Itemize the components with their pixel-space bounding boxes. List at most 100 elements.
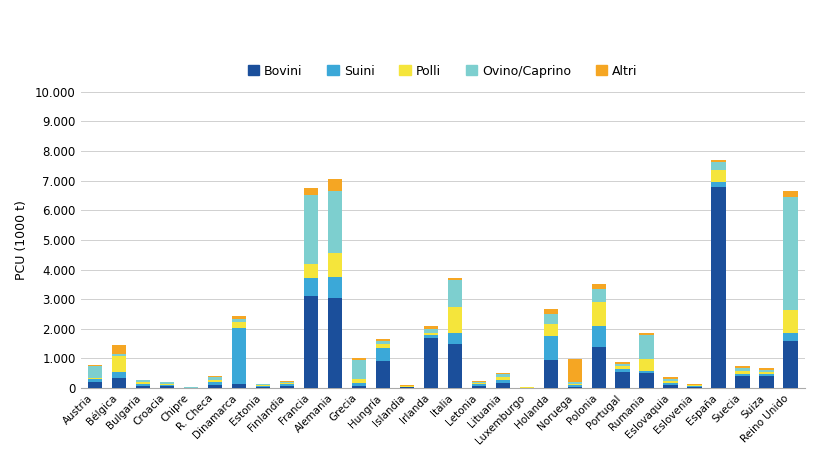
Bar: [735, 376, 749, 388]
Bar: [207, 384, 222, 388]
Bar: [111, 378, 126, 388]
Bar: [782, 333, 797, 341]
Bar: [686, 384, 701, 385]
Bar: [328, 298, 342, 388]
Bar: [328, 253, 342, 277]
Bar: [447, 307, 461, 333]
Bar: [447, 333, 461, 343]
Bar: [303, 195, 318, 264]
Bar: [758, 370, 773, 372]
Bar: [111, 372, 126, 378]
Bar: [136, 382, 150, 384]
Bar: [136, 384, 150, 386]
Bar: [351, 359, 365, 360]
Bar: [232, 384, 246, 388]
Bar: [495, 380, 509, 383]
Bar: [279, 382, 294, 384]
Bar: [303, 188, 318, 195]
Bar: [495, 373, 509, 374]
Bar: [543, 336, 557, 360]
Bar: [207, 376, 222, 378]
Bar: [495, 377, 509, 380]
Bar: [351, 386, 365, 388]
Bar: [615, 362, 629, 364]
Bar: [663, 385, 677, 388]
Bar: [639, 371, 653, 373]
Bar: [543, 314, 557, 325]
Bar: [543, 309, 557, 314]
Bar: [88, 365, 102, 366]
Bar: [782, 310, 797, 333]
Bar: [399, 387, 414, 388]
Bar: [256, 386, 269, 387]
Bar: [423, 333, 437, 335]
Bar: [543, 325, 557, 336]
Bar: [279, 386, 294, 388]
Bar: [447, 280, 461, 307]
Bar: [207, 378, 222, 380]
Bar: [111, 345, 126, 354]
Bar: [735, 368, 749, 371]
Bar: [375, 341, 390, 343]
Bar: [256, 385, 269, 386]
Bar: [471, 382, 486, 383]
Bar: [567, 359, 581, 383]
Bar: [782, 197, 797, 310]
Bar: [471, 383, 486, 384]
Bar: [375, 348, 390, 361]
Bar: [567, 384, 581, 385]
Legend: Bovini, Suini, Polli, Ovino/Caprino, Altri: Bovini, Suini, Polli, Ovino/Caprino, Alt…: [242, 59, 642, 83]
Bar: [256, 384, 269, 385]
Bar: [567, 385, 581, 387]
Bar: [590, 302, 605, 326]
Bar: [399, 385, 414, 386]
Bar: [543, 360, 557, 388]
Bar: [711, 182, 725, 187]
Bar: [567, 383, 581, 384]
Bar: [328, 191, 342, 253]
Bar: [782, 191, 797, 197]
Bar: [663, 381, 677, 384]
Bar: [136, 379, 150, 380]
Bar: [375, 361, 390, 388]
Bar: [207, 380, 222, 382]
Bar: [782, 341, 797, 388]
Bar: [423, 326, 437, 329]
Bar: [615, 372, 629, 388]
Bar: [423, 329, 437, 333]
Bar: [232, 316, 246, 319]
Bar: [160, 382, 174, 384]
Bar: [590, 347, 605, 388]
Bar: [111, 356, 126, 372]
Bar: [663, 384, 677, 385]
Bar: [232, 319, 246, 322]
Bar: [758, 368, 773, 370]
Bar: [686, 387, 701, 388]
Bar: [758, 376, 773, 388]
Bar: [590, 284, 605, 289]
Bar: [639, 359, 653, 371]
Bar: [160, 384, 174, 386]
Bar: [375, 339, 390, 341]
Bar: [351, 379, 365, 384]
Bar: [256, 387, 269, 388]
Bar: [471, 386, 486, 388]
Bar: [232, 322, 246, 328]
Bar: [639, 335, 653, 359]
Bar: [735, 374, 749, 376]
Bar: [136, 386, 150, 388]
Bar: [758, 374, 773, 376]
Bar: [232, 328, 246, 384]
Bar: [88, 366, 102, 378]
Bar: [423, 335, 437, 338]
Bar: [495, 383, 509, 388]
Bar: [567, 387, 581, 388]
Bar: [615, 369, 629, 372]
Bar: [303, 264, 318, 278]
Bar: [686, 386, 701, 387]
Bar: [590, 289, 605, 302]
Bar: [758, 372, 773, 374]
Bar: [686, 385, 701, 386]
Bar: [471, 381, 486, 382]
Bar: [711, 160, 725, 162]
